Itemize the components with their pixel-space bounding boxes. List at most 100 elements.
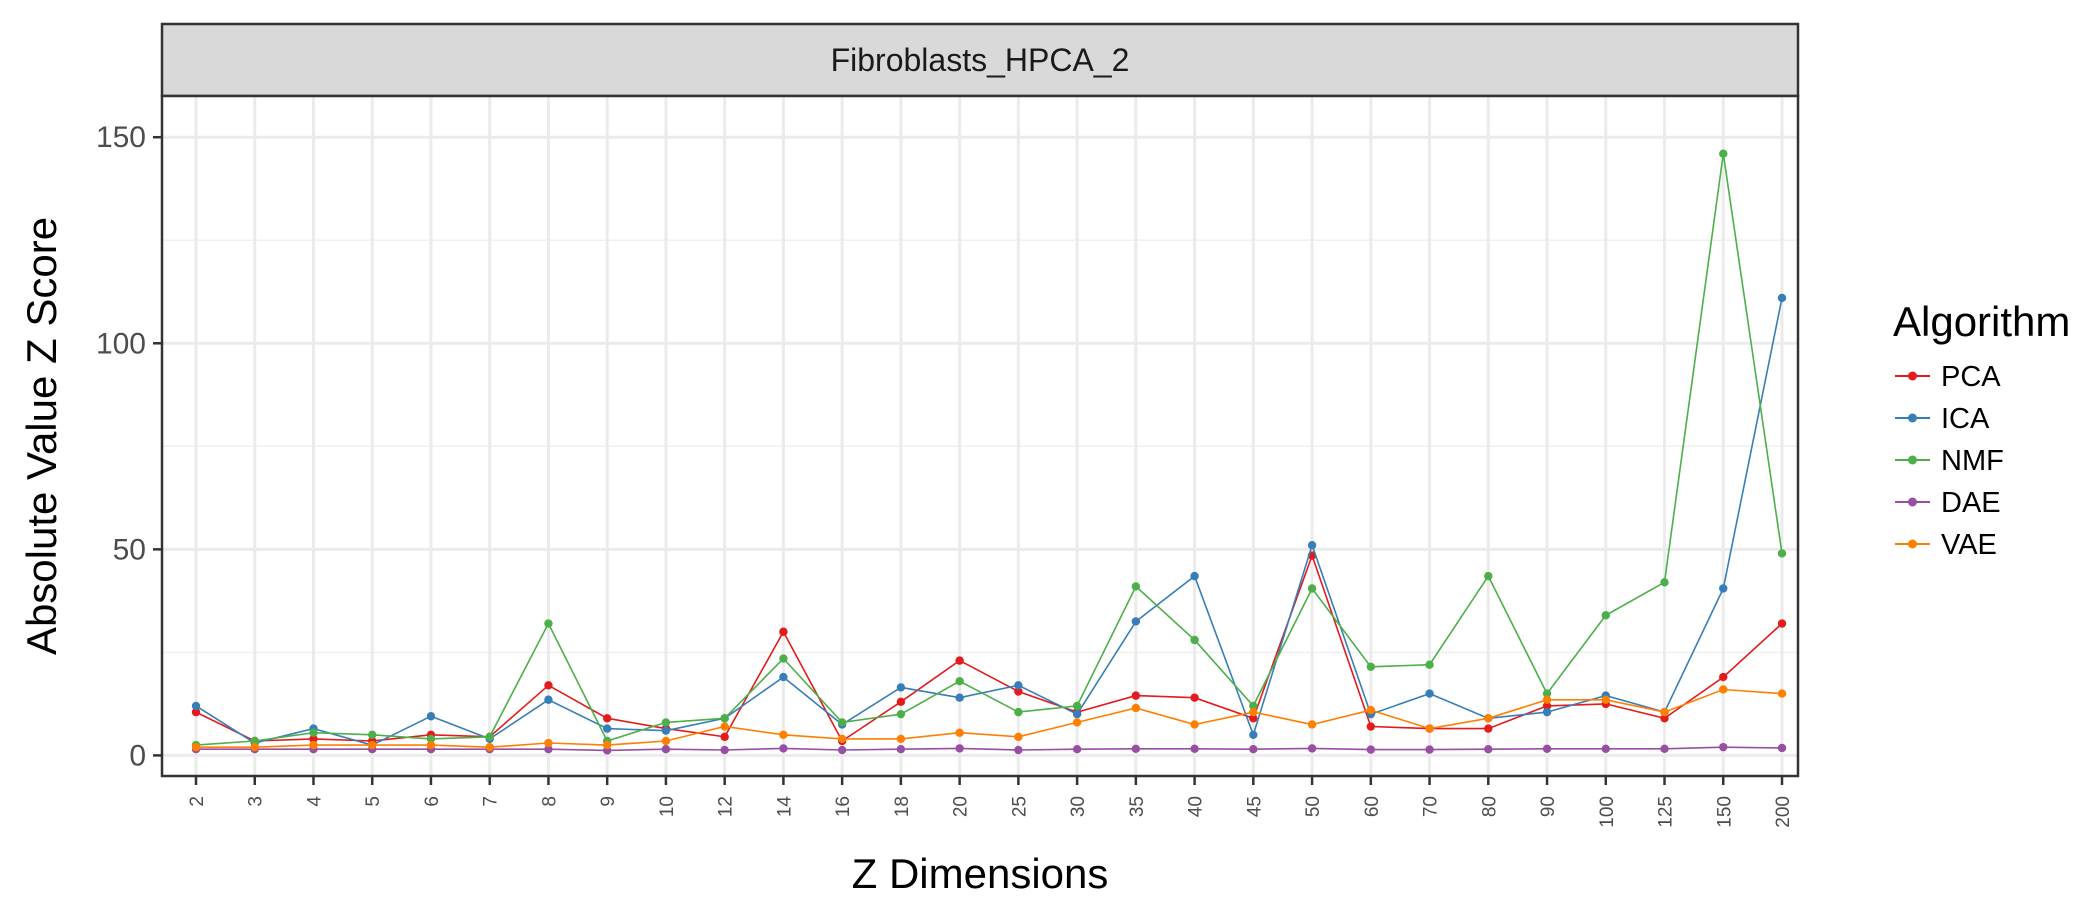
data-point-pca bbox=[544, 681, 553, 690]
data-point-pca bbox=[779, 627, 788, 636]
x-tick-label: 150 bbox=[1714, 796, 1735, 828]
data-point-nmf bbox=[1131, 582, 1141, 591]
x-tick-label: 200 bbox=[1773, 796, 1794, 828]
data-point-ica bbox=[779, 672, 788, 682]
series-line-ica bbox=[195, 297, 1783, 746]
data-point-pca bbox=[1542, 701, 1552, 711]
x-tick-label: 125 bbox=[1656, 796, 1677, 828]
data-point-ica bbox=[1719, 584, 1728, 593]
data-point-dae bbox=[661, 745, 671, 754]
facet-strip bbox=[160, 22, 1800, 98]
series-line-vae bbox=[196, 688, 1783, 749]
data-point-vae bbox=[1484, 714, 1493, 723]
legend-label: NMF bbox=[1941, 445, 2004, 477]
data-point-vae bbox=[485, 742, 494, 752]
data-point-pca bbox=[1719, 672, 1728, 682]
x-tick-label: 18 bbox=[892, 796, 913, 817]
data-point-vae bbox=[1542, 695, 1552, 704]
data-point-nmf bbox=[1190, 635, 1199, 645]
x-tick-label: 12 bbox=[716, 796, 737, 817]
data-point-ica bbox=[1131, 617, 1141, 626]
data-point-nmf bbox=[426, 734, 436, 744]
data-point-nmf bbox=[485, 732, 494, 742]
series-line-dae bbox=[196, 746, 1783, 752]
data-point-dae bbox=[779, 744, 788, 753]
data-point-vae bbox=[1131, 703, 1141, 713]
legend: Algorithm PCA ICA NMF DAE VAE bbox=[1893, 298, 2070, 561]
data-point-pca bbox=[955, 656, 964, 665]
data-point-vae bbox=[1366, 705, 1376, 715]
data-point-ica bbox=[1777, 293, 1787, 303]
x-tick-label: 25 bbox=[1009, 796, 1030, 817]
data-point-pca bbox=[896, 697, 906, 707]
panel-border bbox=[160, 94, 1800, 778]
data-point-pca bbox=[1777, 619, 1787, 628]
legend-item-pca: PCA bbox=[1895, 361, 2001, 393]
data-point-pca bbox=[1249, 714, 1258, 723]
y-tick-label: 50 bbox=[113, 533, 146, 566]
series-vae bbox=[191, 685, 1787, 752]
data-point-vae bbox=[250, 742, 259, 752]
data-point-vae bbox=[1072, 718, 1082, 727]
data-point-dae bbox=[1425, 745, 1434, 754]
y-tick-label: 100 bbox=[96, 327, 146, 360]
data-point-nmf bbox=[1719, 149, 1728, 158]
data-point-ica bbox=[1425, 689, 1434, 698]
data-point-ica bbox=[955, 693, 964, 702]
data-point-vae bbox=[1190, 720, 1199, 729]
data-point-ica bbox=[1307, 541, 1317, 550]
data-point-nmf bbox=[1660, 578, 1669, 587]
data-point-nmf bbox=[1366, 662, 1376, 671]
data-point-pca bbox=[1190, 693, 1199, 702]
data-point-dae bbox=[896, 745, 906, 754]
x-tick-label: 7 bbox=[481, 796, 502, 807]
x-tick-label: 100 bbox=[1597, 796, 1618, 828]
x-tick-label: 9 bbox=[598, 796, 619, 807]
data-point-ica bbox=[1542, 707, 1552, 717]
data-point-dae bbox=[1777, 743, 1787, 753]
data-point-vae bbox=[955, 728, 964, 737]
data-point-vae bbox=[661, 736, 671, 746]
series-line-pca bbox=[195, 553, 1783, 743]
data-point-ica bbox=[896, 683, 906, 692]
data-point-pca bbox=[1131, 691, 1141, 700]
grid bbox=[162, 96, 1798, 776]
legend-item-dae: DAE bbox=[1895, 487, 2001, 519]
x-tick-label: 2 bbox=[187, 796, 208, 807]
facet-title: Fibroblasts_HPCA_2 bbox=[831, 42, 1130, 78]
x-tick-label: 90 bbox=[1538, 796, 1559, 817]
data-point-ica bbox=[191, 701, 201, 711]
data-point-dae bbox=[1660, 744, 1669, 753]
data-point-ica bbox=[426, 712, 436, 721]
data-point-pca bbox=[1660, 714, 1669, 723]
x-tick-label: 10 bbox=[657, 796, 678, 817]
x-tick-label: 80 bbox=[1479, 796, 1500, 817]
series-layer bbox=[191, 149, 1787, 755]
legend-title: Algorithm bbox=[1893, 298, 2070, 345]
x-tick-label: 3 bbox=[246, 796, 267, 807]
x-axis: 2 3 4 5 6 7 8 9 10 12 14 16 18 20 25 30 35 40 45 50 60 70 80 90… bbox=[187, 776, 1794, 828]
y-tick-label: 0 bbox=[129, 739, 146, 772]
legend-label: DAE bbox=[1941, 487, 2001, 519]
data-point-nmf bbox=[1777, 549, 1787, 558]
data-point-vae bbox=[1425, 724, 1434, 733]
x-tick-label: 40 bbox=[1186, 796, 1207, 817]
data-point-nmf bbox=[779, 654, 788, 663]
plot-panel bbox=[162, 96, 1798, 776]
data-point-vae bbox=[544, 738, 553, 748]
data-point-vae bbox=[602, 740, 612, 750]
x-tick-label: 6 bbox=[422, 796, 443, 807]
data-point-ica bbox=[661, 726, 671, 735]
data-point-ica bbox=[1014, 681, 1023, 690]
data-point-ica bbox=[1072, 709, 1082, 719]
legend-key-point bbox=[1908, 455, 1917, 465]
legend-key-point bbox=[1908, 371, 1917, 381]
x-tick-label: 5 bbox=[363, 796, 384, 807]
data-point-vae bbox=[779, 730, 788, 739]
legend-key-point bbox=[1908, 539, 1917, 549]
data-point-vae bbox=[1014, 732, 1023, 742]
data-point-pca bbox=[602, 714, 612, 723]
data-point-dae bbox=[955, 744, 964, 753]
data-point-pca bbox=[720, 732, 729, 742]
